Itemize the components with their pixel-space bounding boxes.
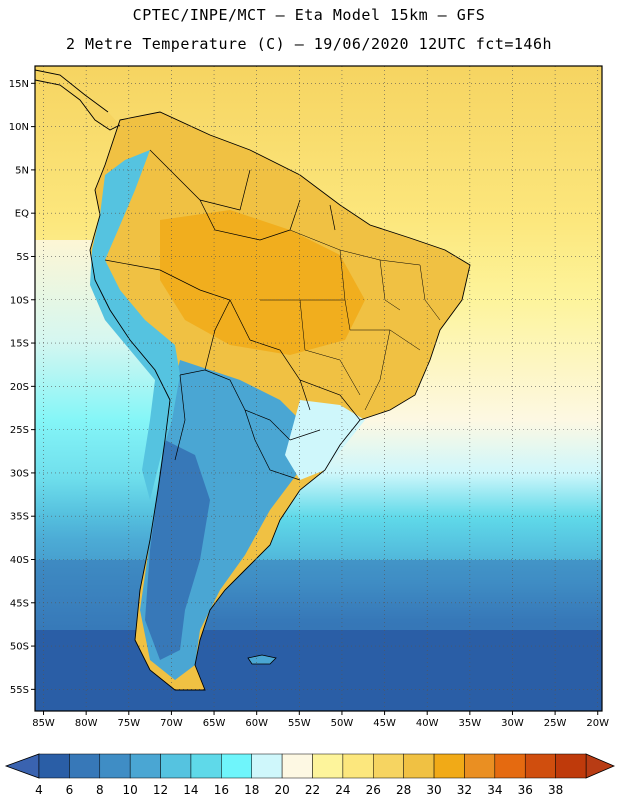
state-borders [260, 229, 441, 411]
colorbar-swatch [38, 753, 70, 779]
lon-tick-label: 75W [117, 718, 140, 729]
colorbar-label: 28 [396, 783, 411, 797]
lat-tick-label: 5S [16, 252, 29, 263]
lon-tick-label: 35W [459, 718, 482, 729]
lon-tick-label: 40W [416, 718, 439, 729]
colorbar-swatch [99, 753, 131, 779]
lon-tick-label: 20W [586, 718, 609, 729]
lon-tick-label: 70W [160, 718, 183, 729]
colorbar-swatch [281, 753, 313, 779]
colorbar-label: 12 [153, 783, 168, 797]
lat-tick-label: 25S [10, 425, 29, 436]
coastline [89, 111, 471, 691]
lon-tick-label: 45W [373, 718, 396, 729]
colorbar-swatch [555, 753, 587, 779]
colorbar-right-arrow [585, 753, 616, 779]
lat-tick-label: 30S [10, 468, 29, 479]
graticule [35, 66, 602, 711]
map-frame [34, 65, 603, 712]
colorbar-label: 10 [123, 783, 138, 797]
central-america [35, 70, 120, 130]
colorbar-label: 22 [305, 783, 320, 797]
lat-tick-label: 15S [10, 339, 29, 350]
colorbar-label: 36 [518, 783, 533, 797]
axis-ticks: 15N 10N 5N EQ 5S 10S 15S 20S 25S 30S 35S 40S 45S 50S 5… [9, 79, 609, 729]
country-borders [104, 149, 361, 481]
colorbar-label: 34 [487, 783, 502, 797]
colorbar-swatch [524, 753, 556, 779]
colorbar-label: 24 [335, 783, 350, 797]
colorbar-label: 14 [183, 783, 198, 797]
colorbar-label: 30 [426, 783, 441, 797]
map-subtitle: 2 Metre Temperature (C) – 19/06/2020 12U… [65, 35, 553, 53]
lat-tick-label: 5N [15, 165, 29, 176]
lon-tick-label: 65W [203, 718, 226, 729]
colorbar-swatch [69, 753, 101, 779]
lat-tick-label: 20S [10, 382, 29, 393]
colorbar-swatch [312, 753, 344, 779]
lon-tick-label: 30W [501, 718, 524, 729]
colorbar-swatch [160, 753, 192, 779]
lon-tick-label: 85W [32, 718, 55, 729]
colorbar-swatch [494, 753, 526, 779]
lat-tick-label: 10N [9, 122, 29, 133]
lat-tick-label: 35S [10, 512, 29, 523]
andes [90, 150, 180, 500]
lat-tick-label: EQ [15, 209, 29, 220]
lon-tick-label: 50W [331, 718, 354, 729]
colorbar: 4 6 8 10 12 14 16 18 20 22 24 26 28 30 32 34 36 38 [4, 753, 616, 797]
lat-tick-label: 40S [10, 555, 29, 566]
falkland-islands [247, 654, 277, 665]
colorbar-swatch [221, 753, 252, 779]
lat-tick-label: 10S [10, 295, 29, 306]
colorbar-label: 6 [66, 783, 74, 797]
colorbar-swatch [251, 753, 283, 779]
colorbar-swatch [373, 753, 404, 779]
lon-tick-label: 55W [288, 718, 311, 729]
colorbar-left-arrow [4, 753, 40, 779]
map-field [35, 66, 602, 711]
southern-ocean-deep [35, 630, 602, 711]
lon-tick-label: 25W [544, 718, 567, 729]
brazil-south [285, 400, 365, 480]
colorbar-swatch [190, 753, 222, 779]
colorbar-label: 8 [96, 783, 104, 797]
colorbar-swatch [433, 753, 465, 779]
lat-tick-label: 45S [10, 598, 29, 609]
colorbar-swatch [464, 753, 496, 779]
colorbar-swatch [129, 753, 161, 779]
colorbar-label: 20 [274, 783, 289, 797]
colorbar-swatch [403, 753, 435, 779]
amazon-warm [160, 210, 365, 355]
lat-tick-label: 50S [10, 642, 29, 653]
colorbar-label: 16 [214, 783, 229, 797]
lat-tick-label: 55S [10, 685, 29, 696]
colorbar-swatch [342, 753, 374, 779]
coastline-central-america [35, 69, 121, 131]
colorbar-label: 26 [366, 783, 381, 797]
colorbar-label: 18 [244, 783, 259, 797]
lon-tick-label: 80W [75, 718, 98, 729]
colorbar-label: 38 [548, 783, 563, 797]
patagonia [145, 440, 210, 660]
lon-tick-label: 60W [245, 718, 268, 729]
colorbar-label: 32 [457, 783, 472, 797]
colorbar-label: 4 [35, 783, 43, 797]
map-title: CPTEC/INPE/MCT – Eta Model 15km – GFS [132, 6, 486, 24]
lat-tick-label: 15N [9, 79, 29, 90]
